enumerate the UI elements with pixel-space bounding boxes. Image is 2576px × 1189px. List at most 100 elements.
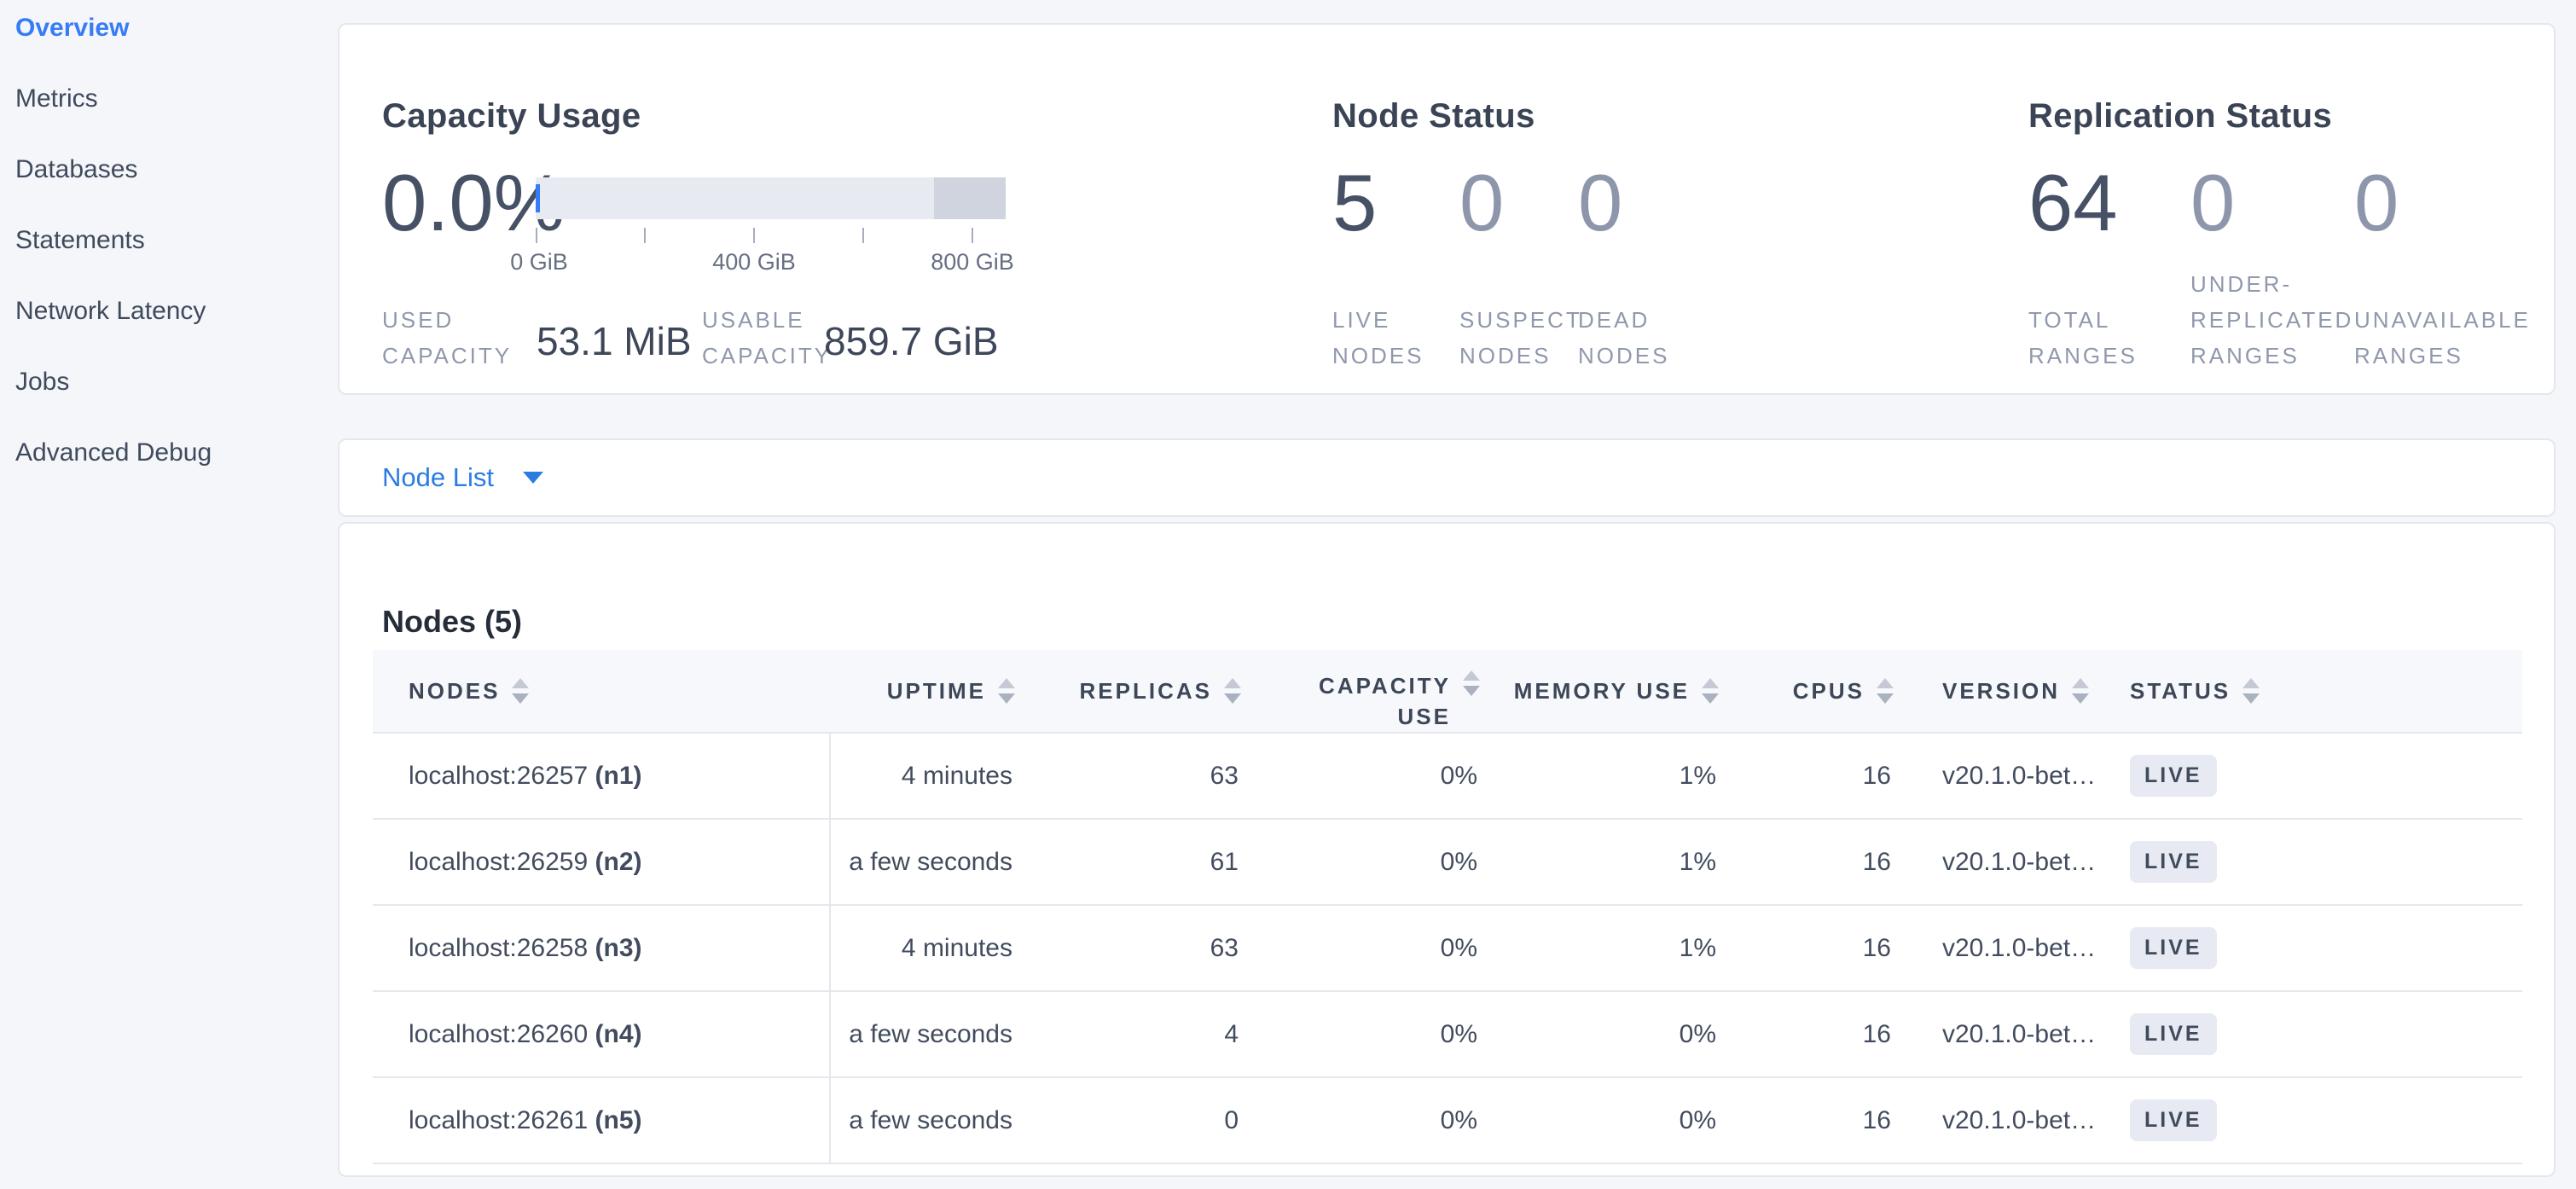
cpus-cell: 16 (1729, 904, 1904, 991)
sort-asc-arrow (2072, 678, 2090, 688)
sidebar-item-jobs[interactable]: Jobs (15, 368, 70, 396)
node-name-cell: localhost:26259 (n2) (373, 818, 831, 905)
version-cell: v20.1.0-bet… (1904, 904, 2100, 991)
unavailable-ranges-count: 0 (2354, 158, 2399, 247)
replicas-cell: 4 (1025, 990, 1251, 1077)
node-id: (n3) (595, 933, 642, 962)
capacity-usage-title: Capacity Usage (382, 97, 641, 136)
node-list-dropdown-label: Node List (382, 462, 494, 492)
sort-asc-arrow (2242, 678, 2260, 688)
status-badge: LIVE (2130, 1013, 2217, 1055)
sidebar-item-overview[interactable]: Overview (15, 14, 130, 42)
node-name-cell: localhost:26260 (n4) (373, 990, 831, 1077)
axis-label-0gib: 0 GiB (510, 249, 568, 275)
nodes-table: NODES UPTIME REPLICAS CAPACITY USE MEMOR… (373, 650, 2522, 1164)
memory-use-cell: 1% (1490, 732, 1729, 819)
column-header-replicas[interactable]: REPLICAS (1025, 650, 1251, 733)
node-id: (n2) (595, 847, 642, 876)
uptime-cell: a few seconds (830, 1076, 1025, 1164)
capacity-use-cell: 0% (1251, 904, 1490, 991)
sort-desc-arrow (2072, 693, 2090, 704)
chevron-down-icon (522, 472, 543, 484)
sort-icon[interactable] (2242, 678, 2260, 704)
live-nodes-label: LIVE NODES (1332, 307, 1424, 368)
status-cell: LIVE (2100, 904, 2522, 991)
used-capacity-label: USED CAPACITY (382, 307, 513, 368)
sidebar-nav-list: Overview Metrics Databases Statements Ne… (0, 0, 338, 508)
column-header-label: REPLICAS (1079, 677, 1212, 704)
usable-capacity-value: 859.7 GiB (824, 319, 999, 363)
status-cell: LIVE (2100, 818, 2522, 905)
node-list-dropdown[interactable]: Node List (382, 462, 543, 493)
sidebar-item-advanced-debug[interactable]: Advanced Debug (15, 438, 212, 467)
usable-capacity-label: USABLE CAPACITY (702, 307, 833, 368)
column-header-label: STATUS (2130, 677, 2231, 704)
cpus-cell: 16 (1729, 818, 1904, 905)
node-status-title: Node Status (1332, 97, 1535, 136)
sort-icon[interactable] (1702, 678, 1719, 704)
suspect-nodes-count: 0 (1459, 158, 1505, 247)
column-header-version[interactable]: VERSION (1904, 650, 2100, 733)
uptime-cell: 4 minutes (830, 904, 1025, 991)
axis-tick (972, 228, 973, 243)
column-header-label: VERSION (1942, 677, 2061, 704)
under-replicated-ranges-label: UNDER-REPLICATED RANGES (2190, 271, 2354, 368)
column-header-memory-use[interactable]: MEMORY USE (1490, 650, 1729, 733)
version-cell: v20.1.0-bet… (1904, 818, 2100, 905)
sort-desc-arrow (2242, 693, 2260, 704)
sort-asc-arrow (1224, 678, 1241, 688)
column-header-label: UPTIME (886, 677, 986, 704)
suspect-nodes-label: SUSPECT NODES (1459, 307, 1582, 368)
version-cell: v20.1.0-bet… (1904, 990, 2100, 1077)
view-selector-card: Node List (338, 438, 2556, 517)
status-cell: LIVE (2100, 732, 2522, 819)
table-row: localhost:26258 (n3) 4 minutes 63 0% 1% … (373, 904, 2522, 991)
total-ranges-label: TOTAL RANGES (2028, 307, 2138, 368)
axis-label-800gib: 800 GiB (931, 249, 1014, 275)
node-address-link[interactable]: localhost:26261 (409, 1105, 589, 1134)
node-address-link[interactable]: localhost:26258 (409, 933, 589, 962)
sidebar-item-metrics[interactable]: Metrics (15, 84, 98, 113)
node-id: (n5) (595, 1105, 642, 1134)
axis-tick (753, 228, 755, 243)
status-cell: LIVE (2100, 990, 2522, 1077)
axis-tick (862, 228, 864, 243)
dead-nodes-count: 0 (1578, 158, 1623, 247)
replicas-cell: 0 (1025, 1076, 1251, 1164)
sidebar-item-network-latency[interactable]: Network Latency (15, 297, 206, 325)
sidebar-item-databases[interactable]: Databases (15, 155, 138, 183)
sort-asc-arrow (1877, 678, 1894, 688)
sort-asc-arrow (512, 678, 530, 688)
node-name-cell: localhost:26257 (n1) (373, 732, 831, 819)
sort-icon[interactable] (1224, 678, 1241, 704)
sort-icon[interactable] (998, 678, 1015, 704)
total-ranges-count: 64 (2028, 158, 2118, 247)
column-header-cpus[interactable]: CPUS (1729, 650, 1904, 733)
live-nodes-count: 5 (1332, 158, 1378, 247)
column-header-uptime[interactable]: UPTIME (830, 650, 1025, 733)
capacity-use-cell: 0% (1251, 818, 1490, 905)
sort-asc-arrow (1702, 678, 1719, 688)
sort-icon[interactable] (2072, 678, 2090, 704)
memory-use-cell: 0% (1490, 990, 1729, 1077)
status-badge: LIVE (2130, 755, 2217, 797)
capacity-bar-used-marker (536, 184, 540, 212)
version-cell: v20.1.0-bet… (1904, 1076, 2100, 1164)
column-header-capacity-use[interactable]: CAPACITY USE (1251, 650, 1490, 733)
capacity-bar-reserved-segment (933, 177, 1006, 219)
node-address-link[interactable]: localhost:26259 (409, 847, 589, 876)
replication-status-title: Replication Status (2028, 97, 2333, 136)
sort-desc-arrow (1702, 693, 1719, 704)
unavailable-ranges-label: UNAVAILABLE RANGES (2354, 307, 2531, 368)
sort-icon[interactable] (1877, 678, 1894, 704)
column-header-nodes[interactable]: NODES (373, 650, 830, 733)
column-header-label: CAPACITY USE (1319, 673, 1451, 729)
sort-desc-arrow (998, 693, 1015, 704)
node-address-link[interactable]: localhost:26260 (409, 1019, 589, 1048)
capacity-used-percent: 0.0% (382, 158, 566, 247)
node-address-link[interactable]: localhost:26257 (409, 761, 589, 790)
sort-icon[interactable] (1463, 670, 1480, 696)
sort-icon[interactable] (512, 678, 530, 704)
sidebar-item-statements[interactable]: Statements (15, 226, 145, 254)
column-header-status[interactable]: STATUS (2100, 650, 2522, 733)
